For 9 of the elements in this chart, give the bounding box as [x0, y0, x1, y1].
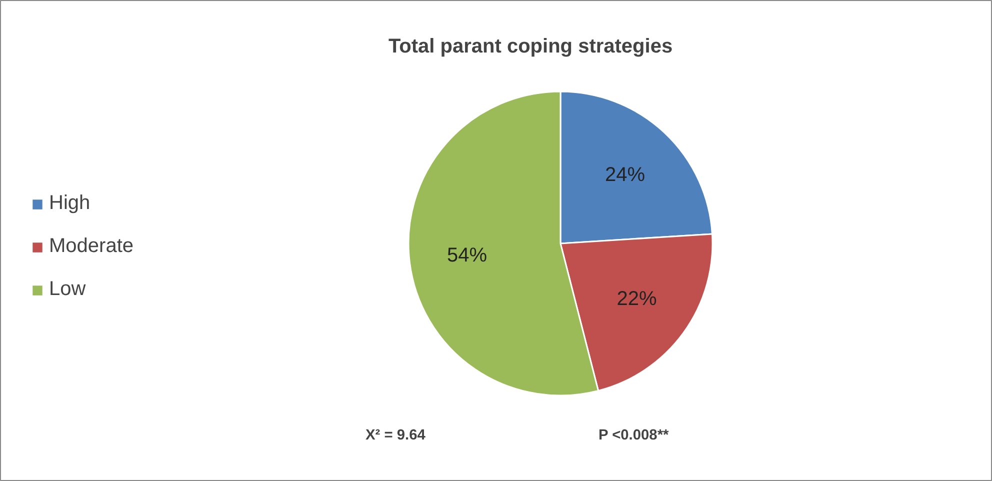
legend-label: High: [49, 192, 90, 215]
legend-label: Moderate: [49, 235, 134, 258]
data-label: 24%: [604, 164, 646, 186]
data-label: 22%: [616, 288, 657, 310]
data-label: 54%: [446, 244, 488, 266]
legend-label: Low: [49, 278, 86, 301]
chart-title: Total parant coping strategies: [388, 36, 673, 58]
text: X² = 9.64: [366, 428, 426, 444]
text: P <0.008**: [598, 428, 670, 444]
